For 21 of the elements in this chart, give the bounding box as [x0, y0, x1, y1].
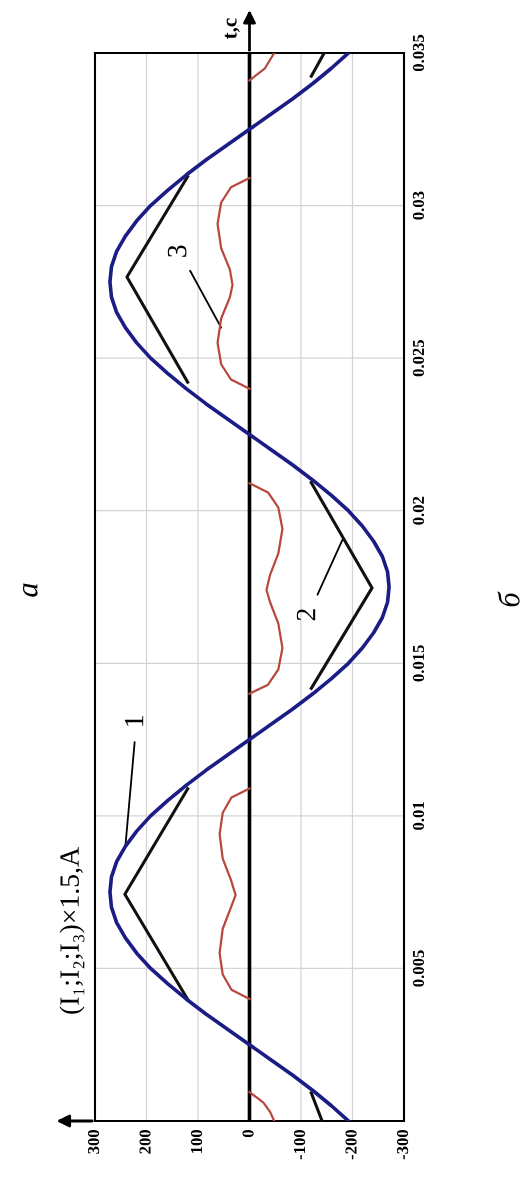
text: б	[497, 591, 520, 607]
y-tick-label: 0.005	[412, 950, 425, 987]
x-tick-label: -100	[293, 1129, 306, 1160]
x-tick-label: 100	[190, 1129, 203, 1153]
x-tick-label: 0	[242, 1129, 254, 1138]
y-tick-label: 0.01	[412, 802, 425, 830]
y-tick-label: 0.02	[412, 496, 425, 525]
x-tick-label: -200	[345, 1129, 357, 1160]
y-tick-label: 0.035	[412, 34, 425, 72]
y-tick-label: 0.03	[412, 191, 425, 220]
annotation: 1	[124, 716, 144, 726]
x-tick-label: -300	[396, 1129, 409, 1160]
annotation: 3	[167, 245, 187, 257]
text: (I₁;I₂;I₃)×1.5,A	[59, 847, 85, 1014]
y-axis-title: t,c	[224, 18, 240, 39]
x-tick-label: 300	[87, 1129, 100, 1154]
x-tick-label: 200	[139, 1129, 151, 1154]
y-tick-label: 0.025	[412, 340, 425, 377]
y-tick-label: 0.015	[412, 645, 425, 682]
text: a	[22, 583, 38, 597]
annotation: 2	[296, 609, 316, 621]
